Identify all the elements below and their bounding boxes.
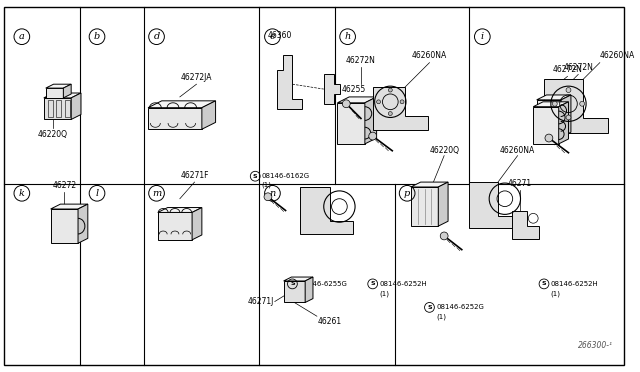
Polygon shape [337,97,376,103]
Polygon shape [324,74,340,104]
Circle shape [566,88,571,93]
Polygon shape [51,204,88,209]
Text: n: n [269,189,276,198]
Polygon shape [148,108,202,129]
Text: 46255: 46255 [341,84,365,94]
Circle shape [376,100,381,104]
Circle shape [400,100,404,104]
Bar [65,100,70,118]
Polygon shape [44,98,71,119]
Text: 46260NA: 46260NA [600,51,635,60]
Text: S: S [427,305,432,310]
Text: 46220Q: 46220Q [38,130,68,139]
Text: 46271: 46271 [508,179,532,188]
Text: a: a [19,32,25,41]
Text: 08146-6252H: 08146-6252H [380,281,428,287]
Text: l: l [95,189,99,198]
Polygon shape [45,84,71,88]
Polygon shape [337,103,365,144]
Text: b: b [94,32,100,41]
Circle shape [388,112,392,116]
Text: 46272N: 46272N [346,55,376,65]
Text: 46220Q: 46220Q [429,146,459,155]
Polygon shape [561,95,571,137]
Polygon shape [533,107,559,144]
Text: k: k [19,189,25,198]
Text: (1): (1) [261,182,271,188]
Text: 266300-¹: 266300-¹ [577,341,612,350]
Polygon shape [284,277,313,281]
Text: i: i [481,32,484,41]
Text: 46272N: 46272N [552,65,582,74]
Circle shape [342,100,350,108]
Text: 46272N: 46272N [563,64,593,73]
Polygon shape [438,182,448,226]
Bar [56,100,61,118]
Circle shape [552,101,557,106]
Polygon shape [158,212,192,240]
Polygon shape [533,102,568,107]
Polygon shape [305,277,313,302]
Text: (1): (1) [380,291,390,297]
Text: 46271J: 46271J [248,297,274,306]
Text: e: e [269,32,275,41]
Circle shape [388,88,392,92]
Text: 46272JA: 46272JA [180,73,212,82]
Text: 46260NA: 46260NA [500,146,535,155]
Text: 46261: 46261 [318,317,342,326]
Polygon shape [284,281,305,302]
Polygon shape [512,211,539,239]
Text: 08146-6162G: 08146-6162G [261,173,309,179]
Text: h: h [344,32,351,41]
Text: 46272: 46272 [52,181,76,190]
Polygon shape [544,79,607,133]
Polygon shape [300,187,353,234]
Polygon shape [411,182,448,187]
Text: 08146-6252H: 08146-6252H [551,281,598,287]
Text: 46260NA: 46260NA [412,51,447,60]
Polygon shape [192,208,202,240]
Text: 08146-6255G: 08146-6255G [300,281,347,287]
Text: p: p [404,189,410,198]
Text: S: S [253,174,257,179]
Text: S: S [290,281,295,286]
Bar [48,100,52,118]
Circle shape [545,134,553,142]
Text: d: d [154,32,159,41]
Polygon shape [468,182,518,228]
Polygon shape [44,93,81,98]
Polygon shape [202,101,216,129]
Text: 46360: 46360 [268,31,292,40]
Polygon shape [71,93,81,119]
Polygon shape [63,84,71,98]
Polygon shape [559,102,568,144]
Text: S: S [541,281,547,286]
Circle shape [440,232,448,240]
Polygon shape [411,187,438,226]
Polygon shape [537,100,561,137]
Circle shape [264,193,272,201]
Text: S: S [371,281,375,286]
Text: 46271F: 46271F [180,171,209,180]
Polygon shape [78,204,88,243]
Text: 08146-6252G: 08146-6252G [436,304,484,310]
Text: m: m [152,189,161,198]
Text: (1): (1) [551,291,561,297]
Circle shape [369,132,376,140]
Polygon shape [148,101,216,108]
Polygon shape [158,208,202,212]
Polygon shape [51,209,78,243]
Circle shape [566,115,571,120]
Text: (1): (1) [300,291,309,297]
Polygon shape [372,87,428,130]
Polygon shape [365,97,376,144]
Polygon shape [537,95,571,100]
Polygon shape [276,55,302,109]
Text: (1): (1) [436,314,446,320]
Polygon shape [45,88,63,98]
Circle shape [580,101,584,106]
